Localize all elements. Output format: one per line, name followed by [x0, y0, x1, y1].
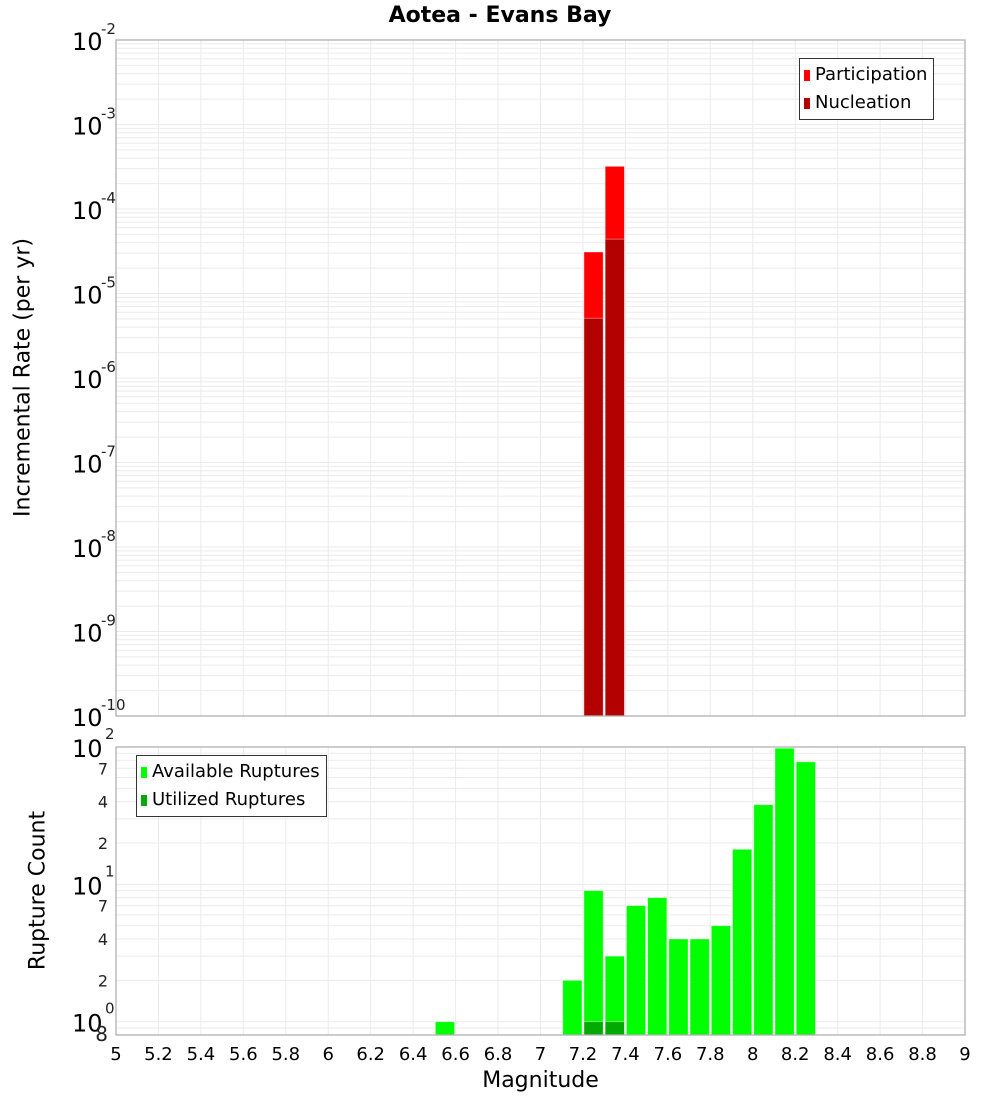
bar — [647, 897, 668, 1036]
bar — [434, 1021, 456, 1036]
x-tick-label: 6.4 — [399, 1044, 428, 1065]
participation-swatch-icon — [804, 69, 810, 81]
x-tick-label: 8.2 — [781, 1044, 810, 1065]
y-tick-label: 10 — [72, 451, 103, 479]
x-tick-label: 9 — [959, 1044, 970, 1065]
bar — [583, 890, 604, 1036]
y-tick-exponent: -10 — [101, 696, 126, 714]
x-tick-label: 6.8 — [484, 1044, 513, 1065]
y-minor-tick-label: 4 — [98, 930, 108, 949]
x-tick-label: 6.6 — [441, 1044, 470, 1065]
y-tick-label: 10 — [72, 197, 103, 225]
x-tick-label: 5.2 — [144, 1044, 173, 1065]
x-tick-label: 8 — [747, 1044, 758, 1065]
y-tick-exponent: -2 — [101, 20, 116, 38]
nucleation-swatch-icon — [804, 97, 810, 109]
y-tick-exponent: -4 — [101, 189, 116, 207]
bar — [732, 848, 753, 1036]
y-tick-exponent: -8 — [101, 527, 116, 545]
x-axis-title: Magnitude — [482, 1068, 599, 1093]
bar — [583, 317, 604, 717]
x-tick-label: 6 — [323, 1044, 334, 1065]
legend-label: Utilized Ruptures — [152, 789, 306, 810]
y-tick-label: 10 — [72, 735, 103, 763]
x-tick-label: 8.4 — [823, 1044, 852, 1065]
y-tick-label: 10 — [72, 28, 103, 56]
x-tick-label: 7.2 — [569, 1044, 598, 1065]
y-tick-label: 10 — [72, 282, 103, 310]
y-tick-exponent: 0 — [105, 1000, 115, 1018]
legend-item-available-ruptures: Available Ruptures — [141, 758, 320, 786]
x-tick-label: 5 — [110, 1044, 121, 1065]
bar — [795, 761, 816, 1036]
y-tick-label: 10 — [72, 535, 103, 563]
y-minor-tick-label: 7 — [98, 759, 108, 778]
x-tick-label: 7.8 — [696, 1044, 725, 1065]
bar — [604, 1021, 625, 1036]
utilized-swatch-icon — [141, 794, 147, 806]
y-minor-tick-label: 8 — [95, 1022, 108, 1046]
chart-title: Aotea - Evans Bay — [388, 3, 612, 28]
y-minor-tick-label: 7 — [98, 897, 108, 916]
y-tick-label: 10 — [72, 366, 103, 394]
bar — [689, 938, 710, 1036]
bar — [753, 804, 774, 1036]
bar — [562, 979, 583, 1036]
y-tick-exponent: -7 — [101, 443, 116, 461]
y-tick-label: 10 — [72, 872, 103, 900]
y-tick-label: 10 — [72, 113, 103, 141]
x-tick-label: 7 — [535, 1044, 546, 1065]
legend-label: Nucleation — [815, 92, 912, 113]
y-minor-tick-label: 4 — [98, 793, 108, 812]
top-legend: Participation Nucleation — [799, 58, 935, 120]
bar — [668, 938, 689, 1036]
y-tick-exponent: -6 — [101, 358, 116, 376]
bottom-legend: Available Ruptures Utilized Ruptures — [136, 755, 327, 817]
bar — [626, 905, 647, 1036]
bar — [774, 747, 795, 1036]
y-tick-exponent: -9 — [101, 612, 116, 630]
available-swatch-icon — [141, 766, 147, 778]
y-tick-exponent: -3 — [101, 105, 116, 123]
y-tick-label: 10 — [72, 620, 103, 648]
legend-item-participation: Participation — [804, 61, 927, 89]
x-tick-label: 7.4 — [611, 1044, 640, 1065]
legend-label: Available Ruptures — [152, 761, 320, 782]
bar — [710, 925, 731, 1036]
top-y-axis-title: Incremental Rate (per yr) — [10, 238, 36, 517]
bar — [604, 238, 625, 717]
x-tick-label: 5.8 — [271, 1044, 300, 1065]
x-tick-label: 5.6 — [229, 1044, 258, 1065]
bar — [583, 1021, 604, 1036]
legend-item-utilized-ruptures: Utilized Ruptures — [141, 786, 320, 814]
x-tick-label: 7.6 — [654, 1044, 683, 1065]
y-tick-label: 10 — [72, 1010, 103, 1038]
x-tick-label: 8.8 — [908, 1044, 937, 1065]
y-tick-exponent: 1 — [105, 862, 115, 880]
y-minor-tick-label: 2 — [98, 834, 108, 853]
y-minor-tick-label: 2 — [98, 971, 108, 990]
top-plot-area: 10-210-310-410-510-610-710-810-910-10 — [72, 20, 966, 732]
y-tick-label: 10 — [72, 704, 103, 732]
y-tick-exponent: -5 — [101, 274, 116, 292]
y-tick-exponent: 2 — [105, 725, 115, 743]
legend-label: Participation — [815, 64, 928, 85]
x-tick-label: 6.2 — [356, 1044, 385, 1065]
bottom-y-axis-title: Rupture Count — [25, 810, 51, 971]
legend-item-nucleation: Nucleation — [804, 89, 927, 117]
x-tick-label: 5.4 — [187, 1044, 216, 1065]
x-tick-label: 8.6 — [866, 1044, 895, 1065]
